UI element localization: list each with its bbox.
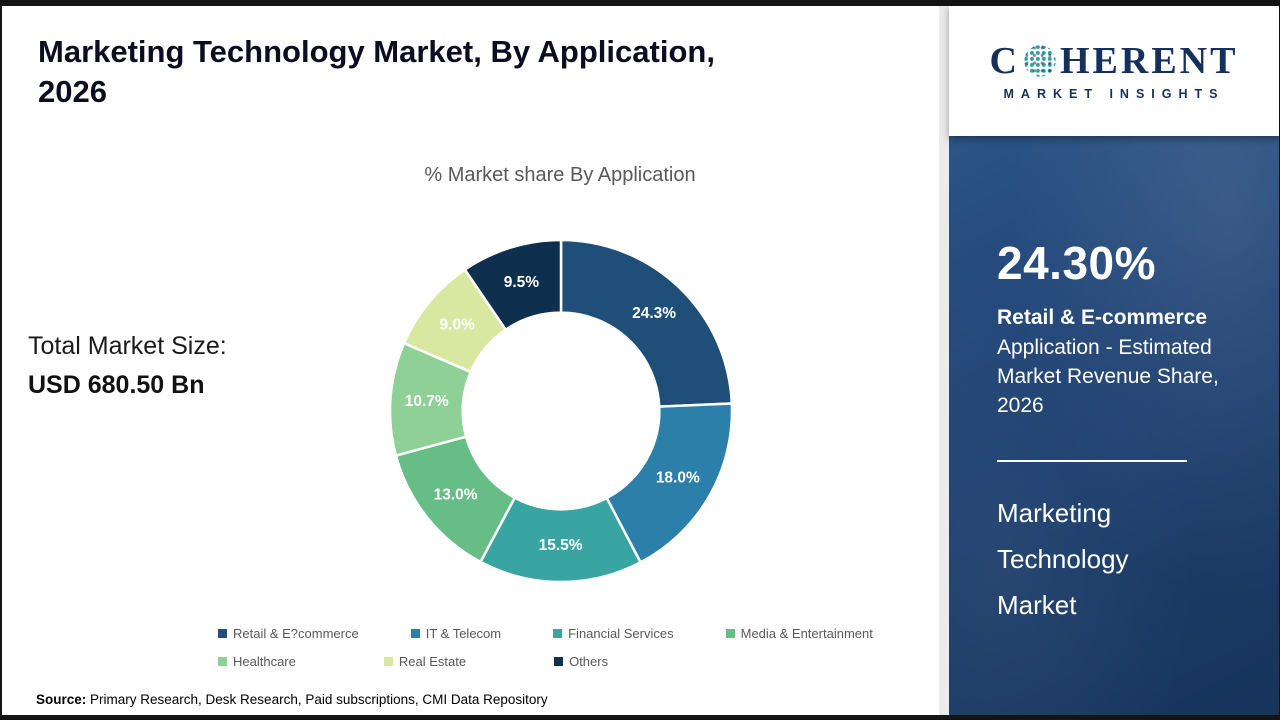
source-text: Primary Research, Desk Research, Paid su… xyxy=(86,692,548,707)
legend-label: Healthcare xyxy=(233,654,296,669)
legend-item: Financial Services xyxy=(553,626,674,641)
legend-label: Financial Services xyxy=(568,626,674,641)
legend-row: Healthcare Real Estate Others xyxy=(218,654,928,669)
stat-title: Retail & E-commerce xyxy=(997,306,1208,329)
source-label: Source: xyxy=(36,692,87,707)
donut-slice-label: 9.5% xyxy=(504,274,540,291)
separator-line xyxy=(997,460,1187,462)
right-panel: 24.30% Retail & E-commerce Application -… xyxy=(949,6,1279,715)
donut-chart: 24.3% 18.0% 15.5% 13.0% 10.7% 9.0% 9.5% xyxy=(383,233,739,589)
donut-slice-label: 9.0% xyxy=(440,317,476,334)
donut-slice-label: 24.3% xyxy=(632,305,676,322)
legend-item: Retail & E?commerce xyxy=(218,626,359,641)
logo-letter-c: C xyxy=(989,39,1020,82)
legend-item: Healthcare xyxy=(218,654,296,669)
donut-slice-label: 18.0% xyxy=(656,470,700,487)
legend-swatch xyxy=(410,629,420,638)
total-market-size-value: USD 680.50 Bn xyxy=(28,371,205,399)
page-title-line1: Marketing Technology Market, By Applicat… xyxy=(38,34,715,69)
page-title-line2: 2026 xyxy=(38,74,107,110)
legend-item: Real Estate xyxy=(383,654,467,669)
legend-label: Media & Entertainment xyxy=(740,626,873,641)
donut-slice xyxy=(559,238,734,408)
report-name: Marketing Technology Market xyxy=(997,498,1129,620)
page-title: Marketing Technology Market, By Applicat… xyxy=(38,32,898,113)
legend-label: IT & Telecom xyxy=(425,626,502,641)
logo-letters-rest: HERENT xyxy=(1059,39,1239,82)
stat-description: Application - Estimated Market Revenue S… xyxy=(997,336,1219,417)
vertical-divider xyxy=(939,6,949,715)
legend-label: Real Estate xyxy=(398,654,467,669)
logo: C HERENT MARKET INSIGHTS xyxy=(949,6,1279,136)
total-market-size: Total Market Size: USD 680.50 Bn xyxy=(28,332,227,400)
logo-wordmark: C HERENT xyxy=(990,42,1239,80)
logo-subtitle: MARKET INSIGHTS xyxy=(1003,86,1225,101)
main-content: Marketing Technology Market, By Applicat… xyxy=(2,6,939,715)
legend-swatch xyxy=(553,629,563,638)
legend-label: Others xyxy=(569,654,609,669)
legend-swatch xyxy=(383,657,393,666)
logo-globe-icon xyxy=(1024,44,1056,77)
donut-slice-label: 15.5% xyxy=(539,537,583,554)
source-note: Source: Primary Research, Desk Research,… xyxy=(36,692,548,707)
legend-swatch xyxy=(725,629,735,638)
donut-slice-label: 10.7% xyxy=(405,393,449,410)
highlight-panel: 24.30% Retail & E-commerce Application -… xyxy=(949,136,1279,715)
legend-swatch xyxy=(218,629,227,638)
donut-slice xyxy=(463,238,563,332)
chart-title: % Market share By Application xyxy=(424,164,696,186)
legend-swatch xyxy=(554,657,564,666)
legend-item: IT & Telecom xyxy=(410,626,502,641)
chart-legend: Retail & E?commerce IT & Telecom Financial… xyxy=(218,626,928,669)
legend-row: Retail & E?commerce IT & Telecom Financial… xyxy=(218,626,928,641)
legend-item: Media & Entertainment xyxy=(725,626,873,641)
legend-item: Others xyxy=(554,654,608,669)
legend-label: Retail & E?commerce xyxy=(233,626,359,641)
donut-svg: 24.3% 18.0% 15.5% 13.0% 10.7% 9.0% 9.5% xyxy=(388,238,734,584)
donut-slice-label: 13.0% xyxy=(434,486,478,503)
legend-swatch xyxy=(218,657,227,666)
total-market-size-label: Total Market Size: xyxy=(28,332,227,360)
stat-value: 24.30% xyxy=(997,237,1157,289)
